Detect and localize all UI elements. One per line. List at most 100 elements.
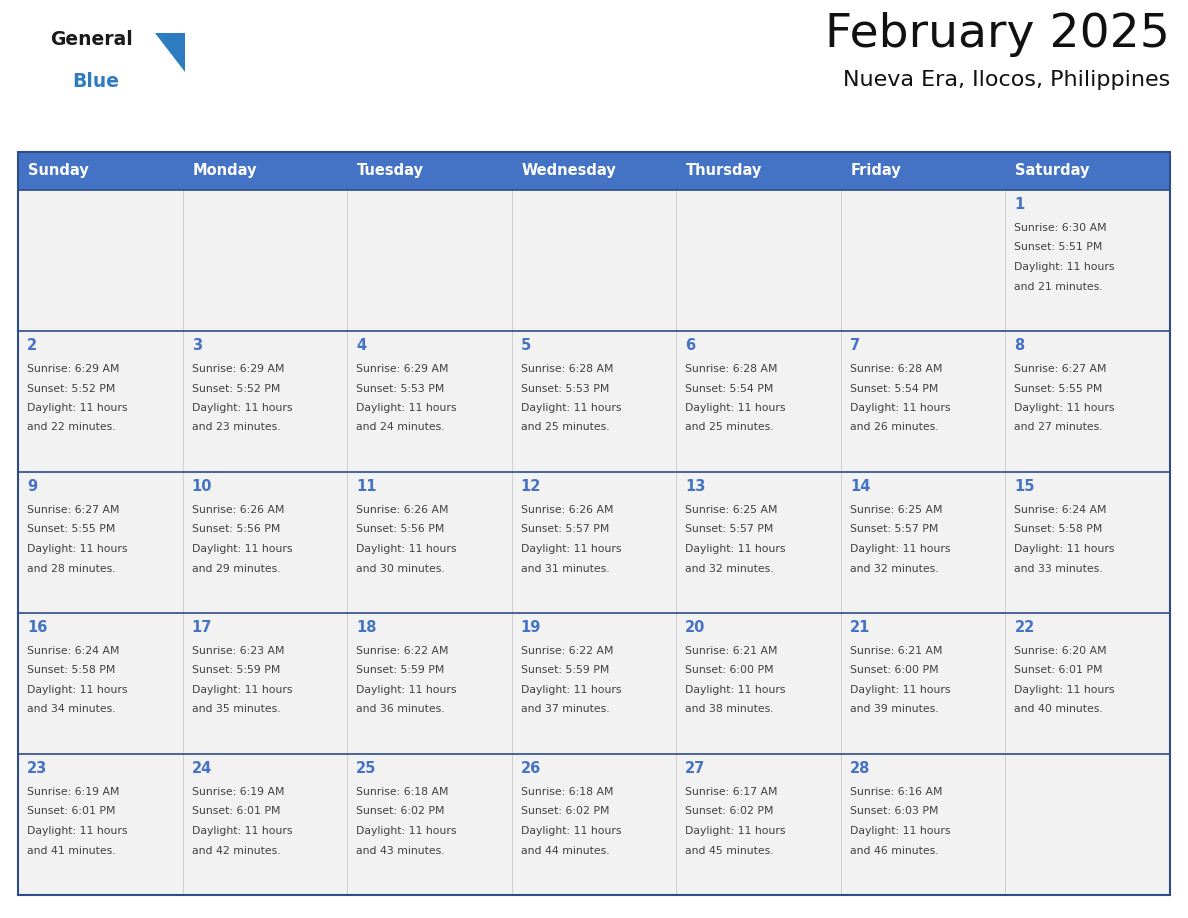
Text: Sunset: 5:53 PM: Sunset: 5:53 PM	[356, 384, 444, 394]
Text: Sunrise: 6:24 AM: Sunrise: 6:24 AM	[1015, 505, 1107, 515]
Text: 6: 6	[685, 338, 695, 353]
Text: Daylight: 11 hours: Daylight: 11 hours	[1015, 262, 1114, 272]
Text: 3: 3	[191, 338, 202, 353]
Text: and 23 minutes.: and 23 minutes.	[191, 422, 280, 432]
Text: Sunset: 5:56 PM: Sunset: 5:56 PM	[191, 524, 280, 534]
Text: and 24 minutes.: and 24 minutes.	[356, 422, 444, 432]
Text: Sunrise: 6:22 AM: Sunrise: 6:22 AM	[356, 646, 449, 656]
Text: 14: 14	[849, 479, 871, 494]
Text: and 33 minutes.: and 33 minutes.	[1015, 564, 1102, 574]
Text: 16: 16	[27, 620, 48, 635]
Text: and 39 minutes.: and 39 minutes.	[849, 704, 939, 714]
Text: Daylight: 11 hours: Daylight: 11 hours	[685, 826, 785, 836]
Text: and 28 minutes.: and 28 minutes.	[27, 564, 115, 574]
Text: and 37 minutes.: and 37 minutes.	[520, 704, 609, 714]
Text: and 34 minutes.: and 34 minutes.	[27, 704, 115, 714]
Text: Tuesday: Tuesday	[358, 163, 424, 178]
Text: and 38 minutes.: and 38 minutes.	[685, 704, 773, 714]
Text: Daylight: 11 hours: Daylight: 11 hours	[685, 685, 785, 695]
Text: Sunrise: 6:19 AM: Sunrise: 6:19 AM	[27, 787, 120, 797]
Text: Daylight: 11 hours: Daylight: 11 hours	[849, 544, 950, 554]
Text: Daylight: 11 hours: Daylight: 11 hours	[849, 685, 950, 695]
Text: Daylight: 11 hours: Daylight: 11 hours	[520, 685, 621, 695]
Text: Sunset: 6:02 PM: Sunset: 6:02 PM	[685, 807, 773, 816]
Text: Sunset: 5:55 PM: Sunset: 5:55 PM	[1015, 384, 1102, 394]
Text: 24: 24	[191, 761, 211, 776]
Text: Daylight: 11 hours: Daylight: 11 hours	[27, 403, 127, 413]
Text: 7: 7	[849, 338, 860, 353]
Text: Sunset: 5:53 PM: Sunset: 5:53 PM	[520, 384, 609, 394]
Text: and 43 minutes.: and 43 minutes.	[356, 845, 444, 856]
Text: Sunrise: 6:28 AM: Sunrise: 6:28 AM	[849, 364, 942, 374]
Text: Sunrise: 6:23 AM: Sunrise: 6:23 AM	[191, 646, 284, 656]
Text: Daylight: 11 hours: Daylight: 11 hours	[191, 826, 292, 836]
Bar	[18, 613, 1170, 754]
Bar	[18, 472, 1170, 613]
Text: Daylight: 11 hours: Daylight: 11 hours	[685, 403, 785, 413]
Text: Thursday: Thursday	[687, 163, 763, 178]
Text: Daylight: 11 hours: Daylight: 11 hours	[685, 544, 785, 554]
Text: Sunrise: 6:16 AM: Sunrise: 6:16 AM	[849, 787, 942, 797]
Text: and 25 minutes.: and 25 minutes.	[520, 422, 609, 432]
Text: and 31 minutes.: and 31 minutes.	[520, 564, 609, 574]
Text: Daylight: 11 hours: Daylight: 11 hours	[27, 826, 127, 836]
Text: 15: 15	[1015, 479, 1035, 494]
Text: Sunrise: 6:26 AM: Sunrise: 6:26 AM	[191, 505, 284, 515]
Text: Daylight: 11 hours: Daylight: 11 hours	[520, 403, 621, 413]
Text: 18: 18	[356, 620, 377, 635]
Text: Sunset: 5:57 PM: Sunset: 5:57 PM	[849, 524, 939, 534]
Bar	[18, 190, 1170, 331]
Text: and 36 minutes.: and 36 minutes.	[356, 704, 444, 714]
Text: Daylight: 11 hours: Daylight: 11 hours	[27, 544, 127, 554]
Text: 20: 20	[685, 620, 706, 635]
Text: Sunset: 6:01 PM: Sunset: 6:01 PM	[27, 807, 115, 816]
Text: and 30 minutes.: and 30 minutes.	[356, 564, 444, 574]
Text: Sunset: 5:56 PM: Sunset: 5:56 PM	[356, 524, 444, 534]
Text: Daylight: 11 hours: Daylight: 11 hours	[356, 403, 456, 413]
Text: Friday: Friday	[851, 163, 902, 178]
Text: and 35 minutes.: and 35 minutes.	[191, 704, 280, 714]
Text: Sunday: Sunday	[29, 163, 89, 178]
Text: Daylight: 11 hours: Daylight: 11 hours	[356, 544, 456, 554]
Text: Daylight: 11 hours: Daylight: 11 hours	[520, 826, 621, 836]
Text: Sunset: 5:57 PM: Sunset: 5:57 PM	[685, 524, 773, 534]
Text: Daylight: 11 hours: Daylight: 11 hours	[191, 544, 292, 554]
Bar	[18, 152, 1170, 190]
Text: Sunset: 6:03 PM: Sunset: 6:03 PM	[849, 807, 939, 816]
Bar	[18, 754, 1170, 895]
Text: Daylight: 11 hours: Daylight: 11 hours	[191, 403, 292, 413]
Text: Daylight: 11 hours: Daylight: 11 hours	[27, 685, 127, 695]
Text: and 41 minutes.: and 41 minutes.	[27, 845, 115, 856]
Text: 28: 28	[849, 761, 871, 776]
Text: Blue: Blue	[72, 72, 119, 91]
Text: Daylight: 11 hours: Daylight: 11 hours	[1015, 544, 1114, 554]
Text: Sunrise: 6:29 AM: Sunrise: 6:29 AM	[27, 364, 120, 374]
Text: Daylight: 11 hours: Daylight: 11 hours	[356, 685, 456, 695]
Text: Sunrise: 6:25 AM: Sunrise: 6:25 AM	[849, 505, 942, 515]
Text: 26: 26	[520, 761, 541, 776]
Text: 12: 12	[520, 479, 541, 494]
Text: Wednesday: Wednesday	[522, 163, 617, 178]
Text: Sunrise: 6:29 AM: Sunrise: 6:29 AM	[191, 364, 284, 374]
Text: Sunset: 6:01 PM: Sunset: 6:01 PM	[1015, 666, 1102, 676]
Text: Sunrise: 6:19 AM: Sunrise: 6:19 AM	[191, 787, 284, 797]
Text: 2: 2	[27, 338, 37, 353]
Text: and 32 minutes.: and 32 minutes.	[685, 564, 773, 574]
Text: Sunset: 6:02 PM: Sunset: 6:02 PM	[520, 807, 609, 816]
Text: and 25 minutes.: and 25 minutes.	[685, 422, 773, 432]
Text: Daylight: 11 hours: Daylight: 11 hours	[191, 685, 292, 695]
Text: Sunset: 6:00 PM: Sunset: 6:00 PM	[849, 666, 939, 676]
Text: 11: 11	[356, 479, 377, 494]
Text: Sunset: 5:58 PM: Sunset: 5:58 PM	[27, 666, 115, 676]
Text: and 22 minutes.: and 22 minutes.	[27, 422, 115, 432]
Text: 8: 8	[1015, 338, 1025, 353]
Text: and 45 minutes.: and 45 minutes.	[685, 845, 773, 856]
Bar	[18, 152, 1170, 895]
Text: Sunrise: 6:27 AM: Sunrise: 6:27 AM	[1015, 364, 1107, 374]
Text: and 44 minutes.: and 44 minutes.	[520, 845, 609, 856]
Text: Sunset: 5:59 PM: Sunset: 5:59 PM	[520, 666, 609, 676]
Text: 17: 17	[191, 620, 211, 635]
Text: Sunset: 5:55 PM: Sunset: 5:55 PM	[27, 524, 115, 534]
Text: Monday: Monday	[192, 163, 257, 178]
Text: Sunset: 5:51 PM: Sunset: 5:51 PM	[1015, 242, 1102, 252]
